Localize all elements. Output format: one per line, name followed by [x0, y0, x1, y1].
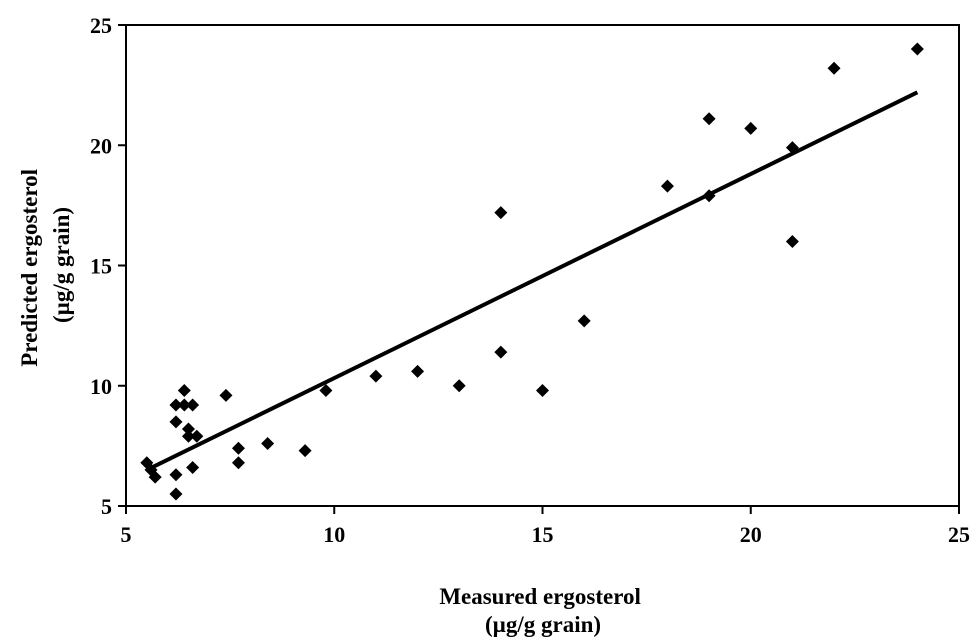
y-axis-title-line-1: Predicted ergosterol	[17, 169, 42, 367]
x-tick-label: 15	[532, 522, 554, 547]
trendline	[145, 90, 919, 472]
data-point	[452, 379, 466, 393]
x-tick-label: 10	[323, 522, 345, 547]
x-axis-ticks: 5 10 15 20 25	[121, 506, 970, 547]
data-point	[494, 345, 508, 359]
data-point	[319, 384, 333, 398]
x-tick-label: 20	[740, 522, 762, 547]
data-point	[577, 314, 591, 328]
y-axis-title-line-2: (µg/g grain)	[49, 207, 74, 323]
data-point	[148, 470, 162, 484]
y-axis-ticks: 5 10 15 20 25	[90, 13, 126, 519]
data-point	[219, 388, 233, 402]
data-point	[177, 384, 191, 398]
x-tick-label: 5	[121, 522, 132, 547]
data-point	[190, 429, 204, 443]
data-point	[261, 436, 275, 450]
y-tick-label: 25	[90, 13, 112, 38]
data-point	[744, 121, 758, 135]
x-axis-title: Measured ergosterol (µg/g grain)	[439, 584, 646, 637]
data-point	[827, 61, 841, 75]
data-point	[298, 444, 312, 458]
data-point	[231, 441, 245, 455]
y-tick-label: 10	[90, 374, 112, 399]
data-point	[494, 206, 508, 220]
data-point	[702, 112, 716, 126]
data-point	[660, 179, 674, 193]
data-point	[785, 141, 799, 155]
data-point	[169, 487, 183, 501]
data-point	[169, 415, 183, 429]
x-tick-label: 25	[948, 522, 970, 547]
data-point	[181, 422, 195, 436]
x-axis-title-line-1: Measured ergosterol	[439, 584, 641, 609]
data-point	[536, 384, 549, 398]
data-point	[369, 369, 383, 383]
data-point	[910, 42, 924, 56]
y-tick-label: 5	[101, 494, 112, 519]
data-point	[169, 468, 183, 482]
data-points	[140, 42, 924, 501]
y-tick-label: 15	[90, 254, 112, 279]
data-point	[181, 429, 195, 443]
y-tick-label: 20	[90, 133, 112, 158]
data-point	[177, 398, 191, 412]
x-axis-title-line-2: (µg/g grain)	[485, 612, 601, 637]
data-point	[702, 189, 716, 203]
data-point	[411, 364, 425, 378]
plot-frame	[125, 24, 960, 507]
data-point	[169, 398, 183, 412]
data-point	[186, 398, 200, 412]
data-point	[231, 456, 245, 470]
y-axis-title: Predicted ergosterol (µg/g grain)	[17, 163, 74, 367]
data-point	[186, 461, 200, 475]
data-point	[785, 234, 799, 248]
